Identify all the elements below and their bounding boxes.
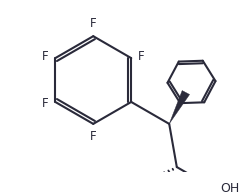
Polygon shape: [169, 91, 189, 124]
Text: F: F: [90, 130, 96, 143]
Text: F: F: [42, 97, 48, 110]
Text: F: F: [42, 50, 48, 63]
Text: OH: OH: [220, 183, 239, 194]
Text: F: F: [137, 50, 144, 63]
Text: F: F: [90, 17, 96, 30]
